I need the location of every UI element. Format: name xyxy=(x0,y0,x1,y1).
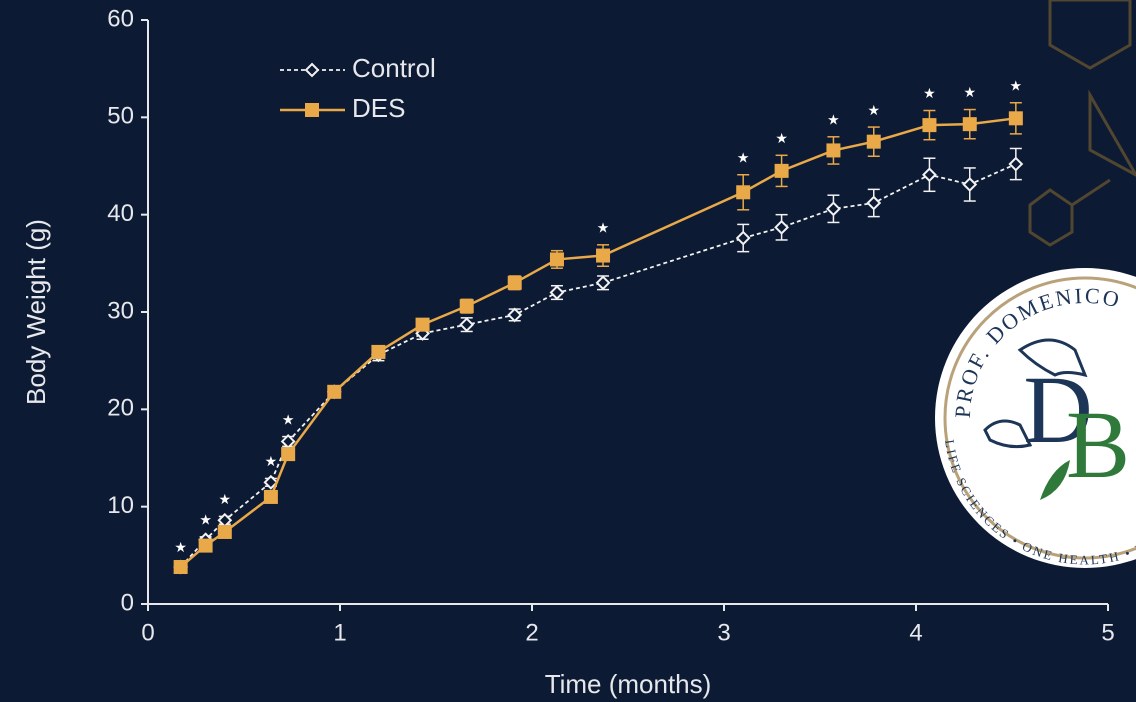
significance-mark: ★ xyxy=(174,539,187,555)
marker xyxy=(460,299,474,313)
page: {"chart_data": { "type": "line", "x_labe… xyxy=(0,0,1136,702)
y-axis-label: Body Weight (g) xyxy=(21,219,51,405)
marker xyxy=(174,560,188,574)
y-tick-label: 0 xyxy=(121,589,134,616)
x-tick-label: 5 xyxy=(1101,619,1114,646)
marker xyxy=(867,135,881,149)
significance-mark: ★ xyxy=(737,149,750,165)
chart: Time (months) Body Weight (g) 0102030405… xyxy=(0,0,1136,702)
significance-mark: ★ xyxy=(282,411,295,427)
marker xyxy=(922,118,936,132)
marker xyxy=(736,185,750,199)
marker xyxy=(596,249,610,263)
marker xyxy=(550,252,564,266)
significance-mark: ★ xyxy=(1010,77,1023,93)
significance-mark: ★ xyxy=(219,491,232,507)
marker xyxy=(218,525,232,539)
logo-monogram-b: B xyxy=(1066,391,1130,498)
x-tick-label: 1 xyxy=(333,619,346,646)
x-tick-label: 4 xyxy=(909,619,922,646)
significance-mark: ★ xyxy=(265,453,278,469)
marker xyxy=(416,318,430,332)
y-tick-label: 50 xyxy=(107,103,134,130)
significance-mark: ★ xyxy=(963,84,976,100)
marker xyxy=(281,447,295,461)
y-tick-label: 20 xyxy=(107,395,134,422)
marker xyxy=(1009,111,1023,125)
significance-mark: ★ xyxy=(827,112,840,128)
significance-mark: ★ xyxy=(199,512,212,528)
marker xyxy=(963,117,977,131)
marker xyxy=(508,276,522,290)
significance-mark: ★ xyxy=(775,130,788,146)
marker xyxy=(371,345,385,359)
significance-mark: ★ xyxy=(597,220,610,236)
marker xyxy=(327,385,341,399)
y-tick-label: 30 xyxy=(107,297,134,324)
legend-label: DES xyxy=(352,93,405,123)
legend-label: Control xyxy=(352,53,436,83)
x-axis-label: Time (months) xyxy=(545,669,712,699)
marker xyxy=(264,490,278,504)
x-tick-label: 3 xyxy=(717,619,730,646)
marker xyxy=(775,164,789,178)
y-tick-label: 10 xyxy=(107,492,134,519)
marker xyxy=(199,539,213,553)
marker xyxy=(826,143,840,157)
x-tick-label: 0 xyxy=(141,619,154,646)
y-tick-label: 60 xyxy=(107,5,134,32)
x-tick-label: 2 xyxy=(525,619,538,646)
significance-mark: ★ xyxy=(923,85,936,101)
significance-mark: ★ xyxy=(867,102,880,118)
y-tick-label: 40 xyxy=(107,200,134,227)
legend-marker xyxy=(305,103,319,117)
